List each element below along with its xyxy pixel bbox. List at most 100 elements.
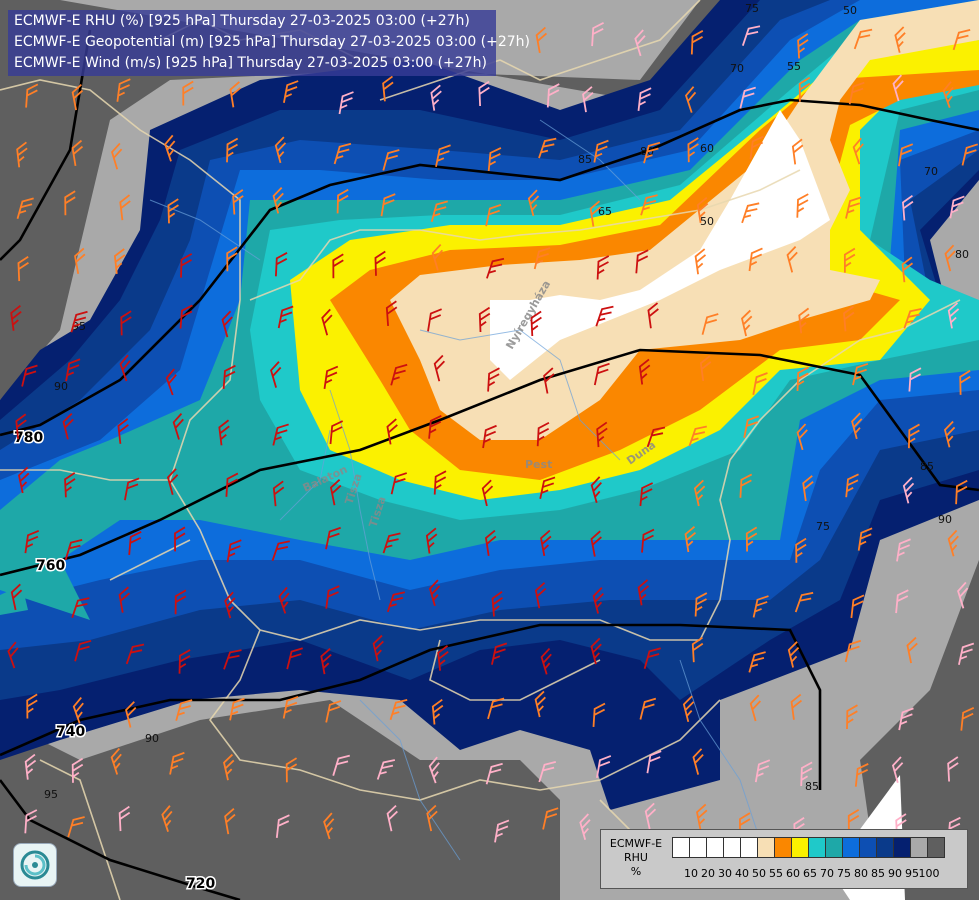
wind-barb [898, 143, 914, 167]
rhu-label: 50 [700, 215, 714, 228]
wind-barbs [7, 21, 978, 843]
wind-barb [437, 645, 449, 671]
wind-barb [796, 366, 809, 391]
wind-barb [435, 144, 451, 167]
wind-barb [125, 643, 145, 665]
wind-barb [595, 305, 614, 327]
wind-barb [229, 697, 245, 721]
wind-barb [386, 418, 398, 445]
wind-barb [218, 419, 230, 446]
wind-barb [590, 637, 602, 665]
wind-barb [274, 136, 287, 164]
wind-barb [172, 413, 184, 440]
wind-barb [797, 33, 809, 59]
legend-swatch [859, 837, 877, 858]
wind-barb [425, 527, 438, 554]
wind-barb [428, 414, 442, 439]
wind-barb [589, 200, 602, 227]
wind-barb [641, 528, 655, 553]
rhu-label: 75 [745, 2, 759, 15]
wind-barb [226, 246, 238, 272]
wind-barb [647, 302, 659, 329]
wind-barb [10, 304, 22, 331]
wind-barb [898, 707, 914, 731]
wind-barb [752, 595, 769, 618]
wind-barb [164, 134, 176, 162]
wind-barb [64, 538, 83, 561]
wind-barb [332, 754, 350, 776]
wind-barb [166, 468, 179, 495]
wind-barb [323, 812, 335, 840]
wind-barb [908, 367, 922, 392]
wind-barb [232, 189, 244, 215]
legend-tick-label: 50 [752, 867, 766, 880]
rhu-label: 70 [730, 62, 744, 75]
wind-barb [270, 361, 282, 388]
wind-barb [790, 693, 803, 720]
wind-barb [221, 310, 233, 338]
wind-barb [161, 805, 173, 832]
wind-barb [333, 142, 352, 165]
rhu-label: 55 [787, 60, 801, 73]
legend-swatch [791, 837, 809, 858]
legend-tick-label: 70 [820, 867, 834, 880]
map-title-box: ECMWF-E RHU (%) [925 hPa] Thursday 27-03… [8, 10, 530, 76]
wind-barb [800, 761, 813, 787]
wind-barb [959, 369, 971, 395]
wind-barb [485, 203, 502, 227]
wind-barb [538, 137, 557, 159]
wind-barb [802, 475, 814, 502]
wind-barb [390, 363, 408, 386]
wind-barb [591, 21, 605, 47]
wind-barb [538, 761, 557, 783]
wind-barb [430, 200, 448, 223]
wind-barb [278, 586, 290, 614]
wind-barb [71, 757, 84, 783]
isobar-780 [0, 98, 979, 437]
wind-barb [283, 80, 299, 103]
wind-barb [748, 247, 763, 272]
wind-barb [165, 368, 177, 396]
wind-barb [901, 256, 914, 283]
wind-barb [431, 243, 444, 271]
wind-barb [643, 141, 661, 164]
wind-barb [696, 196, 709, 224]
wind-barb [944, 244, 956, 272]
wind-barb [116, 78, 131, 102]
wind-barb [484, 529, 497, 556]
legend-tick-label: 65 [803, 867, 817, 880]
wind-barb [846, 704, 858, 730]
wind-barb [787, 641, 800, 668]
wind-barb [845, 196, 862, 219]
isobar-labels: 780 760 740 720 [13, 429, 217, 894]
rhu-label: 85 [805, 780, 819, 793]
legend-model: ECMWF-E [609, 837, 663, 850]
legend-tick-label: 90 [888, 867, 902, 880]
wind-barb [741, 25, 761, 46]
wind-barb [110, 747, 122, 775]
wind-barb [286, 647, 303, 670]
wind-barb [639, 482, 654, 507]
wind-barb [118, 586, 131, 613]
wind-barb [961, 143, 978, 166]
wind-barb [845, 473, 859, 498]
wind-barb [739, 86, 756, 109]
wind-barb [71, 83, 84, 111]
wind-barb [892, 74, 904, 102]
legend-swatches [672, 837, 945, 858]
rhu-contour-labels: 75 55 50 70 60 80 85 65 50 95 90 70 80 7… [44, 2, 969, 801]
rhu-label: 85 [578, 153, 592, 166]
wind-barb [891, 756, 904, 784]
wind-barb [64, 472, 76, 498]
wind-barb [752, 372, 768, 395]
legend-tick-label: 10 [684, 867, 698, 880]
wind-barb [582, 86, 594, 113]
wind-barb [481, 479, 494, 507]
wind-barb [113, 248, 126, 274]
wind-barb [487, 367, 500, 392]
wind-barb [843, 247, 856, 273]
wind-barb [947, 302, 960, 329]
wind-barb [739, 473, 753, 498]
legend-tick-label: 95 [905, 867, 919, 880]
